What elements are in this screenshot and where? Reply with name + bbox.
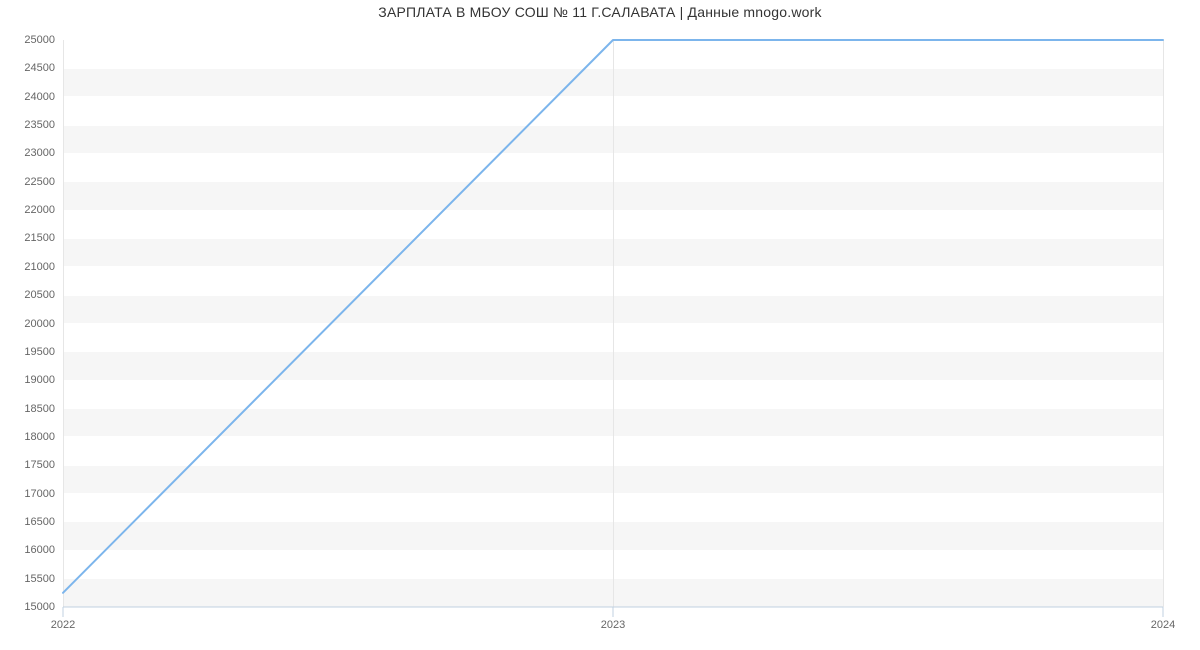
salary-line-chart: ЗАРПЛАТА В МБОУ СОШ № 11 Г.САЛАВАТА | Да… — [0, 0, 1200, 650]
y-tick-label: 18500 — [24, 403, 55, 415]
x-tick-label: 2022 — [51, 619, 75, 631]
y-tick-label: 16000 — [24, 544, 55, 556]
y-tick-label: 21000 — [24, 261, 55, 273]
y-tick-label: 21500 — [24, 232, 55, 244]
y-tick-label: 17000 — [24, 488, 55, 500]
x-tick-label: 2024 — [1151, 619, 1175, 631]
y-tick-label: 22500 — [24, 176, 55, 188]
y-tick-label: 17500 — [24, 459, 55, 471]
y-tick-label: 22000 — [24, 204, 55, 216]
y-tick-label: 23500 — [24, 119, 55, 131]
plot-area: 1500015500160001650017000175001800018500… — [63, 40, 1163, 607]
series-line-salary — [63, 40, 1163, 593]
y-tick-label: 20500 — [24, 289, 55, 301]
series-svg — [63, 40, 1163, 607]
y-tick-label: 24000 — [24, 91, 55, 103]
chart-title: ЗАРПЛАТА В МБОУ СОШ № 11 Г.САЛАВАТА | Да… — [0, 4, 1200, 20]
y-tick-label: 16500 — [24, 516, 55, 528]
y-tick-label: 25000 — [24, 34, 55, 46]
y-tick-label: 23000 — [24, 147, 55, 159]
x-tick-label: 2023 — [601, 619, 625, 631]
y-tick-label: 15000 — [24, 601, 55, 613]
y-tick-label: 19500 — [24, 346, 55, 358]
y-tick-label: 20000 — [24, 318, 55, 330]
y-tick-label: 18000 — [24, 431, 55, 443]
y-tick-label: 15500 — [24, 573, 55, 585]
y-tick-label: 19000 — [24, 374, 55, 386]
y-tick-label: 24500 — [24, 62, 55, 74]
